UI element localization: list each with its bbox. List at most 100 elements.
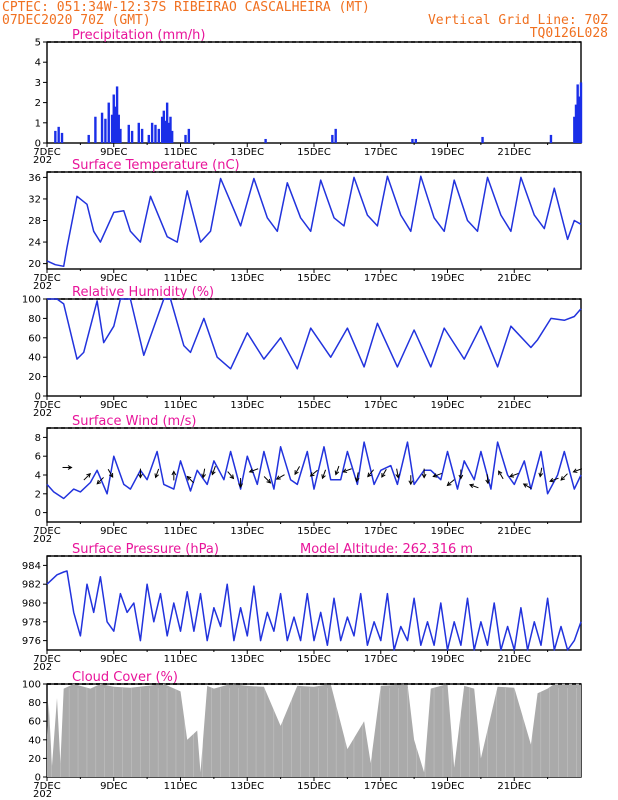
temperature-panel: Surface Temperature (nC) 20 24 28 32 36 7DEC 9D…	[28, 158, 582, 292]
wind_speed-line	[46, 441, 582, 500]
wind-arrow-head	[67, 465, 73, 470]
precip-bar	[127, 124, 130, 143]
x-tick-label: 7DEC	[33, 400, 60, 411]
wind-arrow	[395, 468, 400, 479]
precip-bar	[574, 104, 578, 143]
x-tick-label: 7DEC	[33, 526, 60, 537]
wind-arrow-shaft	[186, 476, 195, 484]
x-tick-label: 13DEC	[230, 781, 264, 792]
wind-arrow-shaft	[539, 467, 543, 477]
wind-arrow-shaft	[227, 471, 234, 479]
wind-arrow	[248, 468, 259, 473]
pressure-line	[46, 570, 582, 651]
wind-arrow-head	[321, 474, 326, 480]
y-tick-label: 24	[28, 238, 41, 249]
x-tick-year: 202	[33, 789, 52, 800]
wind-arrow	[498, 470, 504, 480]
y-tick-label: 3	[35, 78, 41, 89]
plot-frame	[46, 298, 582, 397]
precip-bar	[164, 120, 167, 143]
precip-bar	[187, 128, 191, 143]
wind-arrow-head	[334, 470, 340, 476]
precip-bar	[150, 122, 154, 143]
precip-bar	[165, 102, 169, 143]
x-tick-label: 13DEC	[230, 147, 264, 158]
y-tick-label: 0	[35, 139, 41, 150]
wind-arrow-shaft	[356, 472, 359, 482]
wind-arrow	[468, 483, 479, 489]
wind-arrow-shaft	[573, 468, 583, 473]
precip-bar	[573, 116, 576, 143]
wind-arrow-head	[171, 470, 177, 476]
precip-bar	[147, 134, 150, 143]
x-tick-label: 21DEC	[497, 526, 531, 537]
precip-bar	[54, 130, 57, 143]
wind-arrow	[171, 470, 177, 481]
panel-title: Precipitation (mm/h)	[72, 28, 205, 43]
wind-arrow	[83, 472, 91, 481]
x-tick-label: 21DEC	[497, 273, 531, 284]
precip-bar	[110, 114, 114, 143]
precip-bar	[140, 128, 144, 143]
wind-arrow-shaft	[367, 469, 375, 477]
wind-panel: Surface Wind (m/s) 0 2 4 6 8 7DEC 9DEC 11DEC 13DE…	[33, 414, 583, 545]
x-tick-label: 19DEC	[431, 781, 465, 792]
wind-arrow	[62, 465, 73, 470]
wind-arrow	[238, 478, 243, 489]
y-tick-label: 40	[28, 735, 41, 746]
y-tick-label: 984	[22, 561, 41, 572]
x-tick-label: 11DEC	[164, 273, 198, 284]
y-tick-label: 4	[35, 471, 41, 482]
y-tick-label: 20	[28, 259, 41, 270]
humidity-panel: Relative Humidity (%) 0 20 40 60 80 100 7DEC 9DE…	[22, 285, 582, 419]
x-tick-label: 19DEC	[431, 147, 465, 158]
wind-arrow-shaft	[560, 473, 568, 481]
wind-arrow-head	[266, 478, 272, 484]
temperature-line	[46, 175, 582, 268]
wind-arrow	[138, 468, 143, 479]
wind-arrow	[321, 469, 327, 480]
wind-arrow-head	[275, 475, 281, 480]
x-tick-label: 19DEC	[431, 526, 465, 537]
y-tick-label: 976	[22, 636, 41, 647]
y-tick-label: 60	[28, 333, 41, 344]
wind-arrow	[154, 468, 160, 479]
plot-frame	[46, 41, 582, 144]
y-tick-label: 28	[28, 216, 41, 227]
precip-bar	[157, 128, 161, 143]
y-tick-label: 100	[22, 680, 41, 691]
precip-bar	[115, 86, 119, 143]
y-tick-label: 982	[22, 580, 41, 591]
panel-title: Cloud Cover (%)	[72, 670, 178, 685]
x-tick-label: 11DEC	[164, 526, 198, 537]
wind-arrow-head	[294, 470, 299, 476]
y-tick-label: 2	[35, 98, 41, 109]
header-date: 07DEC2020 70Z (GMT)	[2, 13, 151, 28]
wind-arrow-shaft	[381, 468, 387, 478]
y-tick-label: 6	[35, 452, 41, 463]
panel-title: Surface Temperature (nC)	[72, 158, 240, 173]
wind-arrow-head	[342, 468, 348, 473]
wind-arrow-head	[354, 477, 360, 483]
x-tick-label: 15DEC	[297, 147, 331, 158]
wind-arrow	[381, 468, 387, 478]
x-tick-label: 21DEC	[497, 654, 531, 665]
wind-arrow	[485, 474, 491, 485]
precip-bar	[57, 126, 60, 143]
precip-bar	[331, 134, 334, 143]
x-tick-label: 19DEC	[431, 400, 465, 411]
x-tick-label: 9DEC	[100, 273, 127, 284]
wind-arrow-head	[509, 473, 515, 478]
x-tick-label: 9DEC	[100, 147, 127, 158]
wind-arrow-head	[229, 474, 235, 480]
panel-title: Surface Wind (m/s)	[72, 414, 196, 429]
wind-arrow-head	[381, 473, 386, 478]
precip-bar	[112, 94, 115, 143]
wind-arrow-head	[498, 470, 503, 476]
y-tick-label: 8	[35, 433, 41, 444]
wind-arrow-head	[572, 468, 578, 473]
wind-arrow	[201, 468, 206, 479]
wind-arrow-head	[186, 475, 192, 481]
x-tick-label: 17DEC	[364, 781, 398, 792]
